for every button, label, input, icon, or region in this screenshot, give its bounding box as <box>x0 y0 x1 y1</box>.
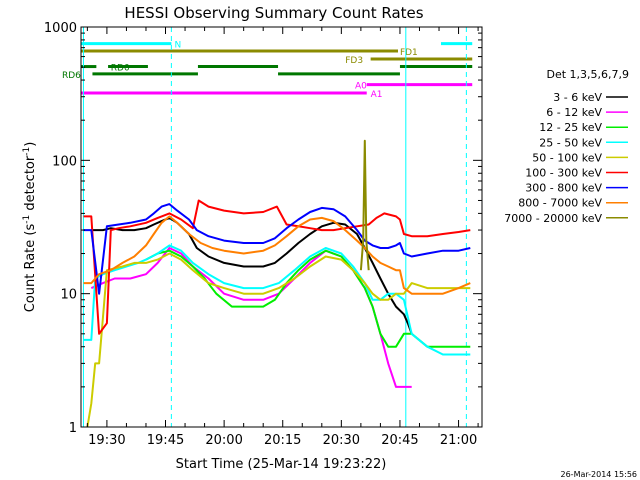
legend-entry-label-1: 6 - 12 keV <box>546 106 602 119</box>
legend-entry-label-8: 7000 - 20000 keV <box>504 212 602 225</box>
series-line-6 <box>83 203 471 295</box>
flag-label-n: N <box>175 41 182 51</box>
flag-label-a0: A0 <box>355 82 367 92</box>
footer-timestamp: 26-Mar-2014 15:56 <box>561 470 638 479</box>
chart-title: HESSI Observing Summary Count Rates <box>124 4 423 22</box>
legend: Det 1,3,5,6,7,9 3 - 6 keV 6 - 12 keV 12 - 2… <box>504 68 629 225</box>
flag-label-fd3: FD3 <box>345 56 363 66</box>
x-tick-label-6: 21:00 <box>440 433 477 448</box>
series-line-7 <box>83 215 471 295</box>
flag-label-fd1: FD1 <box>400 48 418 58</box>
y-axis-label-main: Count Rate (s <box>23 224 38 313</box>
y-tick-label-0: 1 <box>69 421 77 436</box>
x-tick-label-2: 20:00 <box>205 433 242 448</box>
series-line-0 <box>91 216 413 335</box>
legend-entry-label-2: 12 - 25 keV <box>539 121 602 134</box>
series-line-4 <box>86 252 471 428</box>
flag-label-rd0: RD0 <box>111 64 130 74</box>
series-line-1 <box>90 247 412 388</box>
x-tick-label-5: 20:45 <box>381 433 418 448</box>
flag-label-rd6: RD6 <box>62 71 81 81</box>
x-tick-label-4: 20:30 <box>323 433 360 448</box>
y-tick-label-3: 1000 <box>44 21 77 36</box>
legend-entry-label-5: 100 - 300 keV <box>525 167 602 180</box>
series-line-8 <box>359 139 370 271</box>
y-axis-label-sup2: -1 <box>22 147 32 156</box>
legend-entry-label-0: 3 - 6 keV <box>553 91 602 104</box>
legend-entry-label-3: 25 - 50 keV <box>539 136 602 149</box>
y-axis-label-sup1: -1 <box>22 215 32 224</box>
legend-entry-label-4: 50 - 100 keV <box>532 151 602 164</box>
y-axis-label-mid: detector <box>23 155 38 215</box>
series-line-3 <box>83 244 471 356</box>
x-tick-label-0: 19:30 <box>88 433 125 448</box>
series-lines <box>83 139 471 428</box>
y-axis-label: Count Rate (s-1 detector-1) <box>22 142 38 313</box>
attenuator-lines <box>82 27 467 427</box>
x-axis-label: Start Time (25-Mar-14 19:23:22) <box>176 457 387 472</box>
plot-frame <box>80 26 483 428</box>
y-tick-label-2: 100 <box>52 154 77 169</box>
legend-title: Det 1,3,5,6,7,9 <box>546 68 629 81</box>
series-line-2 <box>145 249 471 348</box>
flag-bars: N FD1 FD3 RD0 RD6 A0 A1 <box>62 41 473 100</box>
x-axis-ticks: 19:30 19:45 20:00 20:15 20:30 20:45 21:00 <box>86 27 479 448</box>
x-tick-label-3: 20:15 <box>264 433 301 448</box>
flag-label-a1: A1 <box>371 90 383 100</box>
legend-entry-label-6: 300 - 800 keV <box>525 182 602 195</box>
y-tick-label-1: 10 <box>60 288 77 303</box>
series-line-5 <box>83 199 471 335</box>
x-tick-label-1: 19:45 <box>147 433 184 448</box>
y-axis-label-end: ) <box>23 142 38 147</box>
legend-entry-label-7: 800 - 7000 keV <box>518 197 602 210</box>
y-axis-ticks: 1 10 100 1000 <box>44 21 482 436</box>
